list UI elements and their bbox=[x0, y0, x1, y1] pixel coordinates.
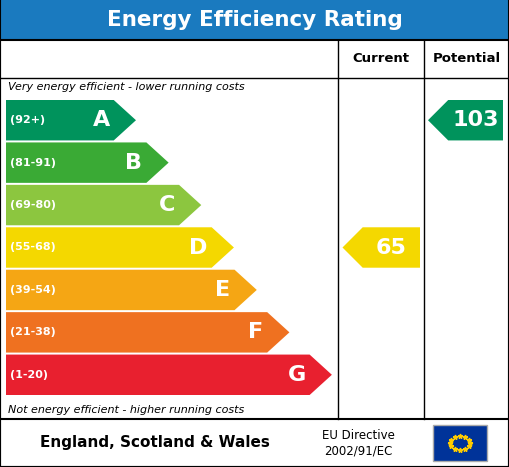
Polygon shape bbox=[6, 270, 257, 310]
Bar bbox=[0, 0, 509, 40]
Polygon shape bbox=[6, 142, 168, 183]
Text: 65: 65 bbox=[376, 238, 407, 257]
Text: B: B bbox=[125, 153, 143, 173]
Polygon shape bbox=[6, 100, 136, 141]
Bar bbox=[433, 425, 487, 461]
Text: EU Directive
2002/91/EC: EU Directive 2002/91/EC bbox=[322, 429, 394, 457]
Text: (92+): (92+) bbox=[10, 115, 45, 125]
Polygon shape bbox=[6, 185, 201, 225]
Text: (81-91): (81-91) bbox=[10, 158, 56, 168]
Text: 103: 103 bbox=[453, 110, 499, 130]
Text: Potential: Potential bbox=[433, 52, 500, 65]
Text: (39-54): (39-54) bbox=[10, 285, 56, 295]
Text: Energy Efficiency Rating: Energy Efficiency Rating bbox=[106, 10, 403, 30]
Polygon shape bbox=[6, 227, 234, 268]
Text: (1-20): (1-20) bbox=[10, 370, 48, 380]
Text: Very energy efficient - lower running costs: Very energy efficient - lower running co… bbox=[8, 82, 245, 92]
Polygon shape bbox=[6, 354, 332, 395]
Text: (21-38): (21-38) bbox=[10, 327, 56, 337]
Text: A: A bbox=[93, 110, 110, 130]
Text: F: F bbox=[248, 322, 263, 342]
Polygon shape bbox=[428, 100, 503, 141]
Polygon shape bbox=[6, 312, 290, 353]
Text: C: C bbox=[159, 195, 175, 215]
Text: Not energy efficient - higher running costs: Not energy efficient - higher running co… bbox=[8, 405, 244, 415]
Text: (69-80): (69-80) bbox=[10, 200, 56, 210]
Bar bbox=[0, 419, 509, 467]
Text: (55-68): (55-68) bbox=[10, 242, 56, 253]
Text: England, Scotland & Wales: England, Scotland & Wales bbox=[40, 436, 270, 451]
Text: D: D bbox=[189, 238, 208, 257]
Polygon shape bbox=[343, 227, 420, 268]
Text: Current: Current bbox=[353, 52, 410, 65]
Text: G: G bbox=[288, 365, 305, 385]
Text: E: E bbox=[215, 280, 231, 300]
